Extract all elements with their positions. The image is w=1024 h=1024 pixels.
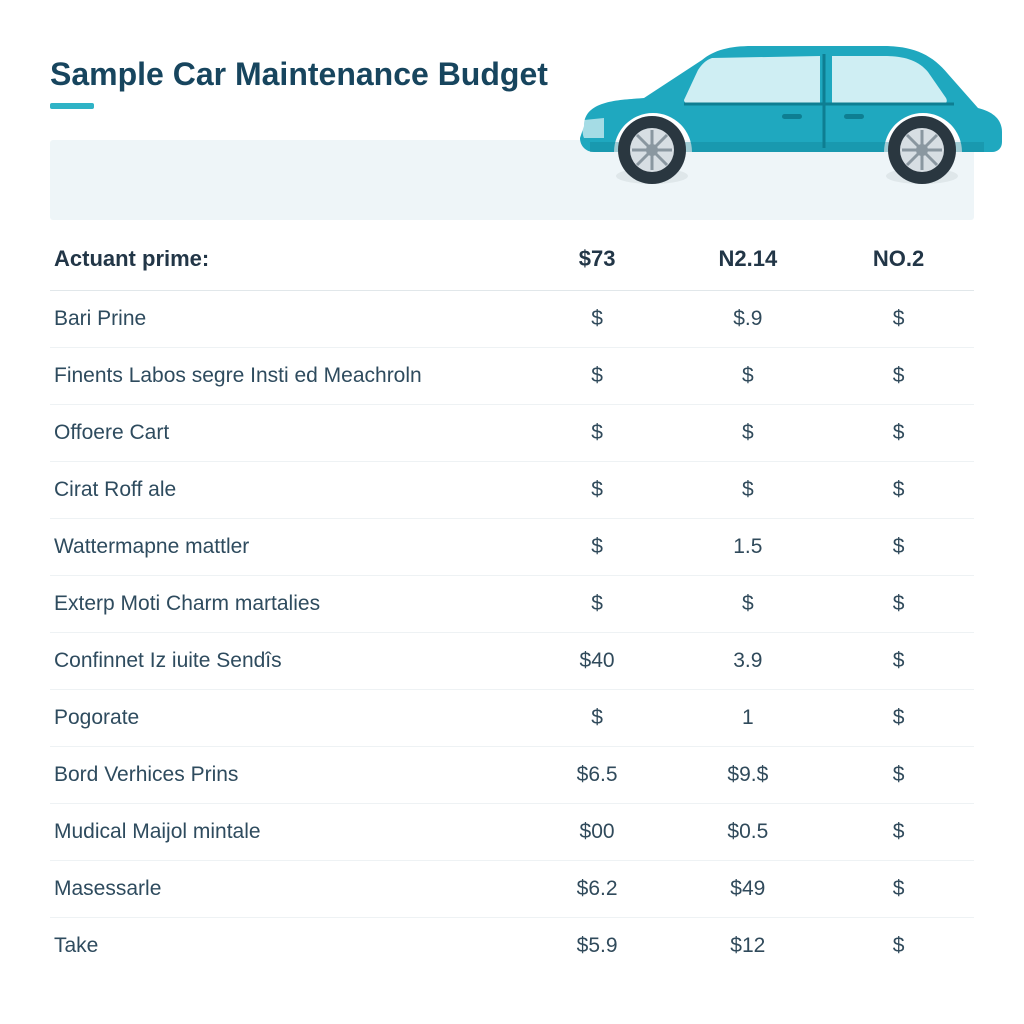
row-value: $ xyxy=(823,747,974,804)
row-value: $5.9 xyxy=(522,918,673,975)
table-row: Bord Verhices Prins$6.5$9.$$ xyxy=(50,747,974,804)
col-header-1: $73 xyxy=(522,230,673,291)
col-header-label: Actuant prime: xyxy=(50,230,522,291)
row-value: $ xyxy=(823,291,974,348)
row-value: $ xyxy=(522,519,673,576)
row-value: $ xyxy=(522,348,673,405)
row-value: $00 xyxy=(522,804,673,861)
row-label: Confinnet Iz iuite Sendîs xyxy=(50,633,522,690)
row-value: $ xyxy=(823,576,974,633)
row-value: $ xyxy=(823,405,974,462)
row-label: Offoere Cart xyxy=(50,405,522,462)
row-value: $12 xyxy=(672,918,823,975)
row-label: Exterp Moti Charm martalies xyxy=(50,576,522,633)
row-value: $ xyxy=(522,462,673,519)
row-value: $9.$ xyxy=(672,747,823,804)
row-value: $ xyxy=(672,576,823,633)
row-value: $0.5 xyxy=(672,804,823,861)
row-value: $ xyxy=(522,405,673,462)
row-value: $49 xyxy=(672,861,823,918)
table-header-row: Actuant prime: $73 N2.14 NO.2 xyxy=(50,230,974,291)
table-row: Masessarle$6.2$49$ xyxy=(50,861,974,918)
row-value: $ xyxy=(522,291,673,348)
row-value: $ xyxy=(823,633,974,690)
row-label: Pogorate xyxy=(50,690,522,747)
row-value: $ xyxy=(823,519,974,576)
row-label: Finents Labos segre Insti ed Meachroln xyxy=(50,348,522,405)
row-value: $ xyxy=(823,690,974,747)
row-label: Bari Prine xyxy=(50,291,522,348)
budget-table: Actuant prime: $73 N2.14 NO.2 Bari Prine… xyxy=(50,230,974,974)
row-value: $.9 xyxy=(672,291,823,348)
row-value: $ xyxy=(823,804,974,861)
row-label: Mudical Maijol mintale xyxy=(50,804,522,861)
table-row: Finents Labos segre Insti ed Meachroln$$… xyxy=(50,348,974,405)
table-row: Offoere Cart$$$ xyxy=(50,405,974,462)
row-value: $ xyxy=(672,348,823,405)
row-value: $ xyxy=(823,348,974,405)
row-value: $ xyxy=(522,690,673,747)
col-header-2: N2.14 xyxy=(672,230,823,291)
row-value: 1 xyxy=(672,690,823,747)
header: Sample Car Maintenance Budget xyxy=(50,40,974,210)
row-label: Bord Verhices Prins xyxy=(50,747,522,804)
table-body: Bari Prine$$.9$Finents Labos segre Insti… xyxy=(50,291,974,975)
table-row: Pogorate$1$ xyxy=(50,690,974,747)
row-value: $ xyxy=(823,918,974,975)
table-row: Bari Prine$$.9$ xyxy=(50,291,974,348)
row-value: $ xyxy=(823,462,974,519)
row-value: $ xyxy=(672,405,823,462)
table-row: Mudical Maijol mintale$00$0.5$ xyxy=(50,804,974,861)
table-row: Wattermapne mattler$1.5$ xyxy=(50,519,974,576)
row-label: Masessarle xyxy=(50,861,522,918)
table-row: Confinnet Iz iuite Sendîs$403.9$ xyxy=(50,633,974,690)
row-label: Cirat Roff ale xyxy=(50,462,522,519)
row-value: $ xyxy=(672,462,823,519)
row-label: Wattermapne mattler xyxy=(50,519,522,576)
budget-page: Sample Car Maintenance Budget xyxy=(0,0,1024,1024)
table-row: Take$5.9$12$ xyxy=(50,918,974,975)
title-accent-bar xyxy=(50,103,94,109)
row-value: $6.5 xyxy=(522,747,673,804)
row-label: Take xyxy=(50,918,522,975)
table-row: Exterp Moti Charm martalies$$$ xyxy=(50,576,974,633)
row-value: $6.2 xyxy=(522,861,673,918)
car-icon xyxy=(524,30,1004,190)
row-value: $40 xyxy=(522,633,673,690)
row-value: 1.5 xyxy=(672,519,823,576)
col-header-3: NO.2 xyxy=(823,230,974,291)
row-value: $ xyxy=(823,861,974,918)
table-row: Cirat Roff ale$$$ xyxy=(50,462,974,519)
row-value: 3.9 xyxy=(672,633,823,690)
row-value: $ xyxy=(522,576,673,633)
